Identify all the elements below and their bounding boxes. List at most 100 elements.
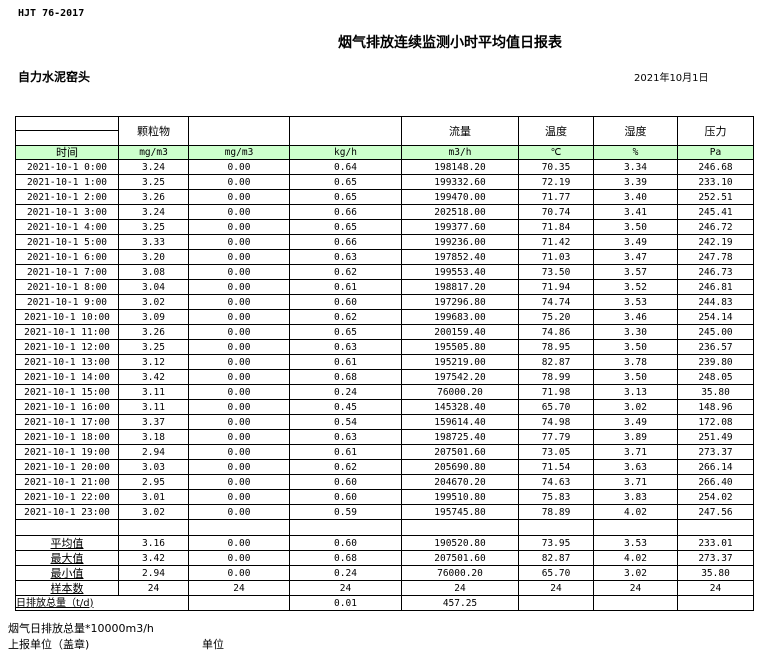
value-cell: 247.78 bbox=[677, 249, 754, 265]
time-cell: 2021-10-1 18:00 bbox=[15, 429, 119, 445]
value-cell: 3.53 bbox=[593, 294, 678, 310]
value-cell: 0.00 bbox=[188, 204, 290, 220]
stats-row: 样本数 24 24 24 24 24 24 24 bbox=[15, 580, 754, 596]
value-cell: 3.49 bbox=[593, 234, 678, 250]
table-row: 2021-10-1 1:00 3.25 0.00 0.65 199332.60 72.19… bbox=[15, 174, 754, 190]
unit-cell: mg/m3 bbox=[118, 145, 189, 160]
table-row: 2021-10-1 2:00 3.26 0.00 0.65 199470.00 71.77… bbox=[15, 189, 754, 205]
time-cell: 2021-10-1 15:00 bbox=[15, 384, 119, 400]
value-cell: 0.00 bbox=[188, 249, 290, 265]
value-cell: 0.63 bbox=[289, 429, 402, 445]
time-cell: 2021-10-1 0:00 bbox=[15, 159, 119, 175]
value-cell: 246.73 bbox=[677, 264, 754, 280]
table-row: 2021-10-1 23:00 3.02 0.00 0.59 195745.80 78.8… bbox=[15, 504, 754, 520]
time-cell: 2021-10-1 14:00 bbox=[15, 369, 119, 385]
empty-cell bbox=[593, 519, 678, 536]
table-row: 2021-10-1 19:00 2.94 0.00 0.61 207501.60 73.0… bbox=[15, 444, 754, 460]
header-cell bbox=[289, 116, 402, 146]
value-cell: 0.66 bbox=[289, 204, 402, 220]
value-cell: 75.83 bbox=[518, 489, 594, 505]
value-cell: 0.59 bbox=[289, 504, 402, 520]
empty-cell bbox=[188, 519, 290, 536]
stat-value: 0.24 bbox=[289, 565, 402, 581]
value-cell: 3.11 bbox=[118, 384, 189, 400]
value-cell: 3.02 bbox=[118, 294, 189, 310]
value-cell: 0.00 bbox=[188, 414, 290, 430]
value-cell: 3.08 bbox=[118, 264, 189, 280]
value-cell: 0.00 bbox=[188, 159, 290, 175]
value-cell: 3.26 bbox=[118, 324, 189, 340]
value-cell: 3.13 bbox=[593, 384, 678, 400]
value-cell: 202518.00 bbox=[401, 204, 519, 220]
header-cell: 温度 bbox=[518, 116, 594, 146]
unit-label: 单位 bbox=[202, 638, 224, 651]
value-cell: 0.60 bbox=[289, 474, 402, 490]
table-row: 2021-10-1 3:00 3.24 0.00 0.66 202518.00 70.74… bbox=[15, 204, 754, 220]
value-cell: 72.19 bbox=[518, 174, 594, 190]
value-cell: 195505.80 bbox=[401, 339, 519, 355]
table-row: 2021-10-1 11:00 3.26 0.00 0.65 200159.40 74.8… bbox=[15, 324, 754, 340]
value-cell: 3.89 bbox=[593, 429, 678, 445]
stat-value: 35.80 bbox=[677, 565, 754, 581]
unit-cell: Pa bbox=[677, 145, 754, 160]
value-cell: 0.68 bbox=[289, 369, 402, 385]
value-cell: 0.24 bbox=[289, 384, 402, 400]
value-cell: 197852.40 bbox=[401, 249, 519, 265]
value-cell: 0.45 bbox=[289, 399, 402, 415]
value-cell: 204670.20 bbox=[401, 474, 519, 490]
value-cell: 3.01 bbox=[118, 489, 189, 505]
value-cell: 199377.60 bbox=[401, 219, 519, 235]
time-cell: 2021-10-1 16:00 bbox=[15, 399, 119, 415]
total-value bbox=[188, 595, 290, 611]
value-cell: 4.02 bbox=[593, 504, 678, 520]
value-cell: 3.50 bbox=[593, 219, 678, 235]
value-cell: 3.03 bbox=[118, 459, 189, 475]
value-cell: 76000.20 bbox=[401, 384, 519, 400]
header-cell: 流量 bbox=[401, 116, 519, 146]
value-cell: 3.18 bbox=[118, 429, 189, 445]
value-cell: 244.83 bbox=[677, 294, 754, 310]
value-cell: 3.20 bbox=[118, 249, 189, 265]
table-row: 2021-10-1 13:00 3.12 0.00 0.61 195219.00 82.8… bbox=[15, 354, 754, 370]
value-cell: 35.80 bbox=[677, 384, 754, 400]
empty-cell bbox=[289, 519, 402, 536]
value-cell: 3.46 bbox=[593, 309, 678, 325]
unit-cell: kg/h bbox=[289, 145, 402, 160]
value-cell: 70.35 bbox=[518, 159, 594, 175]
stat-value: 24 bbox=[518, 580, 594, 596]
value-cell: 242.19 bbox=[677, 234, 754, 250]
time-cell: 2021-10-1 4:00 bbox=[15, 219, 119, 235]
value-cell: 0.00 bbox=[188, 189, 290, 205]
time-cell: 2021-10-1 9:00 bbox=[15, 294, 119, 310]
value-cell: 71.42 bbox=[518, 234, 594, 250]
value-cell: 0.00 bbox=[188, 264, 290, 280]
stat-label: 最大值 bbox=[15, 550, 119, 566]
value-cell: 0.00 bbox=[188, 474, 290, 490]
report-title: 烟气排放连续监测小时平均值日报表 bbox=[338, 35, 562, 51]
time-cell: 2021-10-1 17:00 bbox=[15, 414, 119, 430]
value-cell: 247.56 bbox=[677, 504, 754, 520]
value-cell: 0.00 bbox=[188, 219, 290, 235]
value-cell: 71.54 bbox=[518, 459, 594, 475]
value-cell: 236.57 bbox=[677, 339, 754, 355]
table-row: 2021-10-1 0:00 3.24 0.00 0.64 198148.20 70.35… bbox=[15, 159, 754, 175]
value-cell: 172.08 bbox=[677, 414, 754, 430]
value-cell: 3.57 bbox=[593, 264, 678, 280]
value-cell: 2.94 bbox=[118, 444, 189, 460]
value-cell: 3.41 bbox=[593, 204, 678, 220]
value-cell: 199470.00 bbox=[401, 189, 519, 205]
report-table: 颗粒物 流量 温度 湿度 压力 时间 mg/m3 mg/m3 kg/h m3/h ℃% Pa 2021-… bbox=[15, 116, 754, 611]
stat-value: 2.94 bbox=[118, 565, 189, 581]
value-cell: 0.00 bbox=[188, 174, 290, 190]
stat-value: 190520.80 bbox=[401, 535, 519, 551]
time-cell: 2021-10-1 12:00 bbox=[15, 339, 119, 355]
value-cell: 3.50 bbox=[593, 369, 678, 385]
stat-value: 24 bbox=[593, 580, 678, 596]
value-cell: 74.86 bbox=[518, 324, 594, 340]
value-cell: 0.65 bbox=[289, 189, 402, 205]
value-cell: 245.00 bbox=[677, 324, 754, 340]
empty-cell bbox=[518, 519, 594, 536]
value-cell: 3.25 bbox=[118, 219, 189, 235]
value-cell: 251.49 bbox=[677, 429, 754, 445]
total-row: 日排放总量（t/d) 0.01 457.25 bbox=[15, 595, 754, 611]
